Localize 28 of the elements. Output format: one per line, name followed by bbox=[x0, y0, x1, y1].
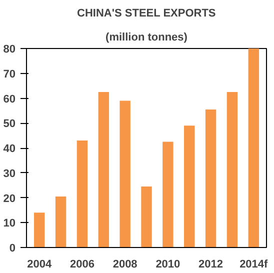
bar bbox=[34, 212, 45, 248]
chart-subtitle: (million tonnes) bbox=[106, 32, 188, 44]
y-tick-label: 70 bbox=[3, 68, 16, 80]
x-tick-label: 2006 bbox=[70, 258, 94, 270]
y-tick-label: 60 bbox=[3, 93, 16, 106]
bar bbox=[76, 140, 88, 248]
x-tick-label: 2008 bbox=[112, 258, 138, 270]
bar bbox=[248, 48, 259, 248]
bar bbox=[184, 126, 195, 248]
chart-title: CHINA'S STEEL EXPORTS bbox=[77, 8, 216, 20]
bar bbox=[205, 109, 216, 248]
x-tick-label: 2012 bbox=[198, 258, 224, 270]
x-tick-label: 2004 bbox=[27, 258, 52, 270]
y-tick-label: 50 bbox=[3, 118, 16, 130]
y-tick-label: 40 bbox=[3, 143, 16, 155]
y-tick-label: 0 bbox=[9, 242, 16, 254]
bar bbox=[98, 92, 109, 248]
y-tick-label: 80 bbox=[3, 44, 16, 56]
bar bbox=[162, 142, 174, 248]
x-tick-label: 2010 bbox=[156, 258, 180, 270]
bar bbox=[120, 100, 130, 248]
y-tick-label: 30 bbox=[3, 168, 16, 180]
y-tick-label: 10 bbox=[3, 218, 16, 230]
bar bbox=[55, 196, 66, 248]
x-tick-label: 2014f bbox=[240, 258, 268, 270]
bar bbox=[141, 186, 152, 248]
bar bbox=[226, 92, 238, 248]
y-tick-label: 20 bbox=[3, 192, 16, 205]
